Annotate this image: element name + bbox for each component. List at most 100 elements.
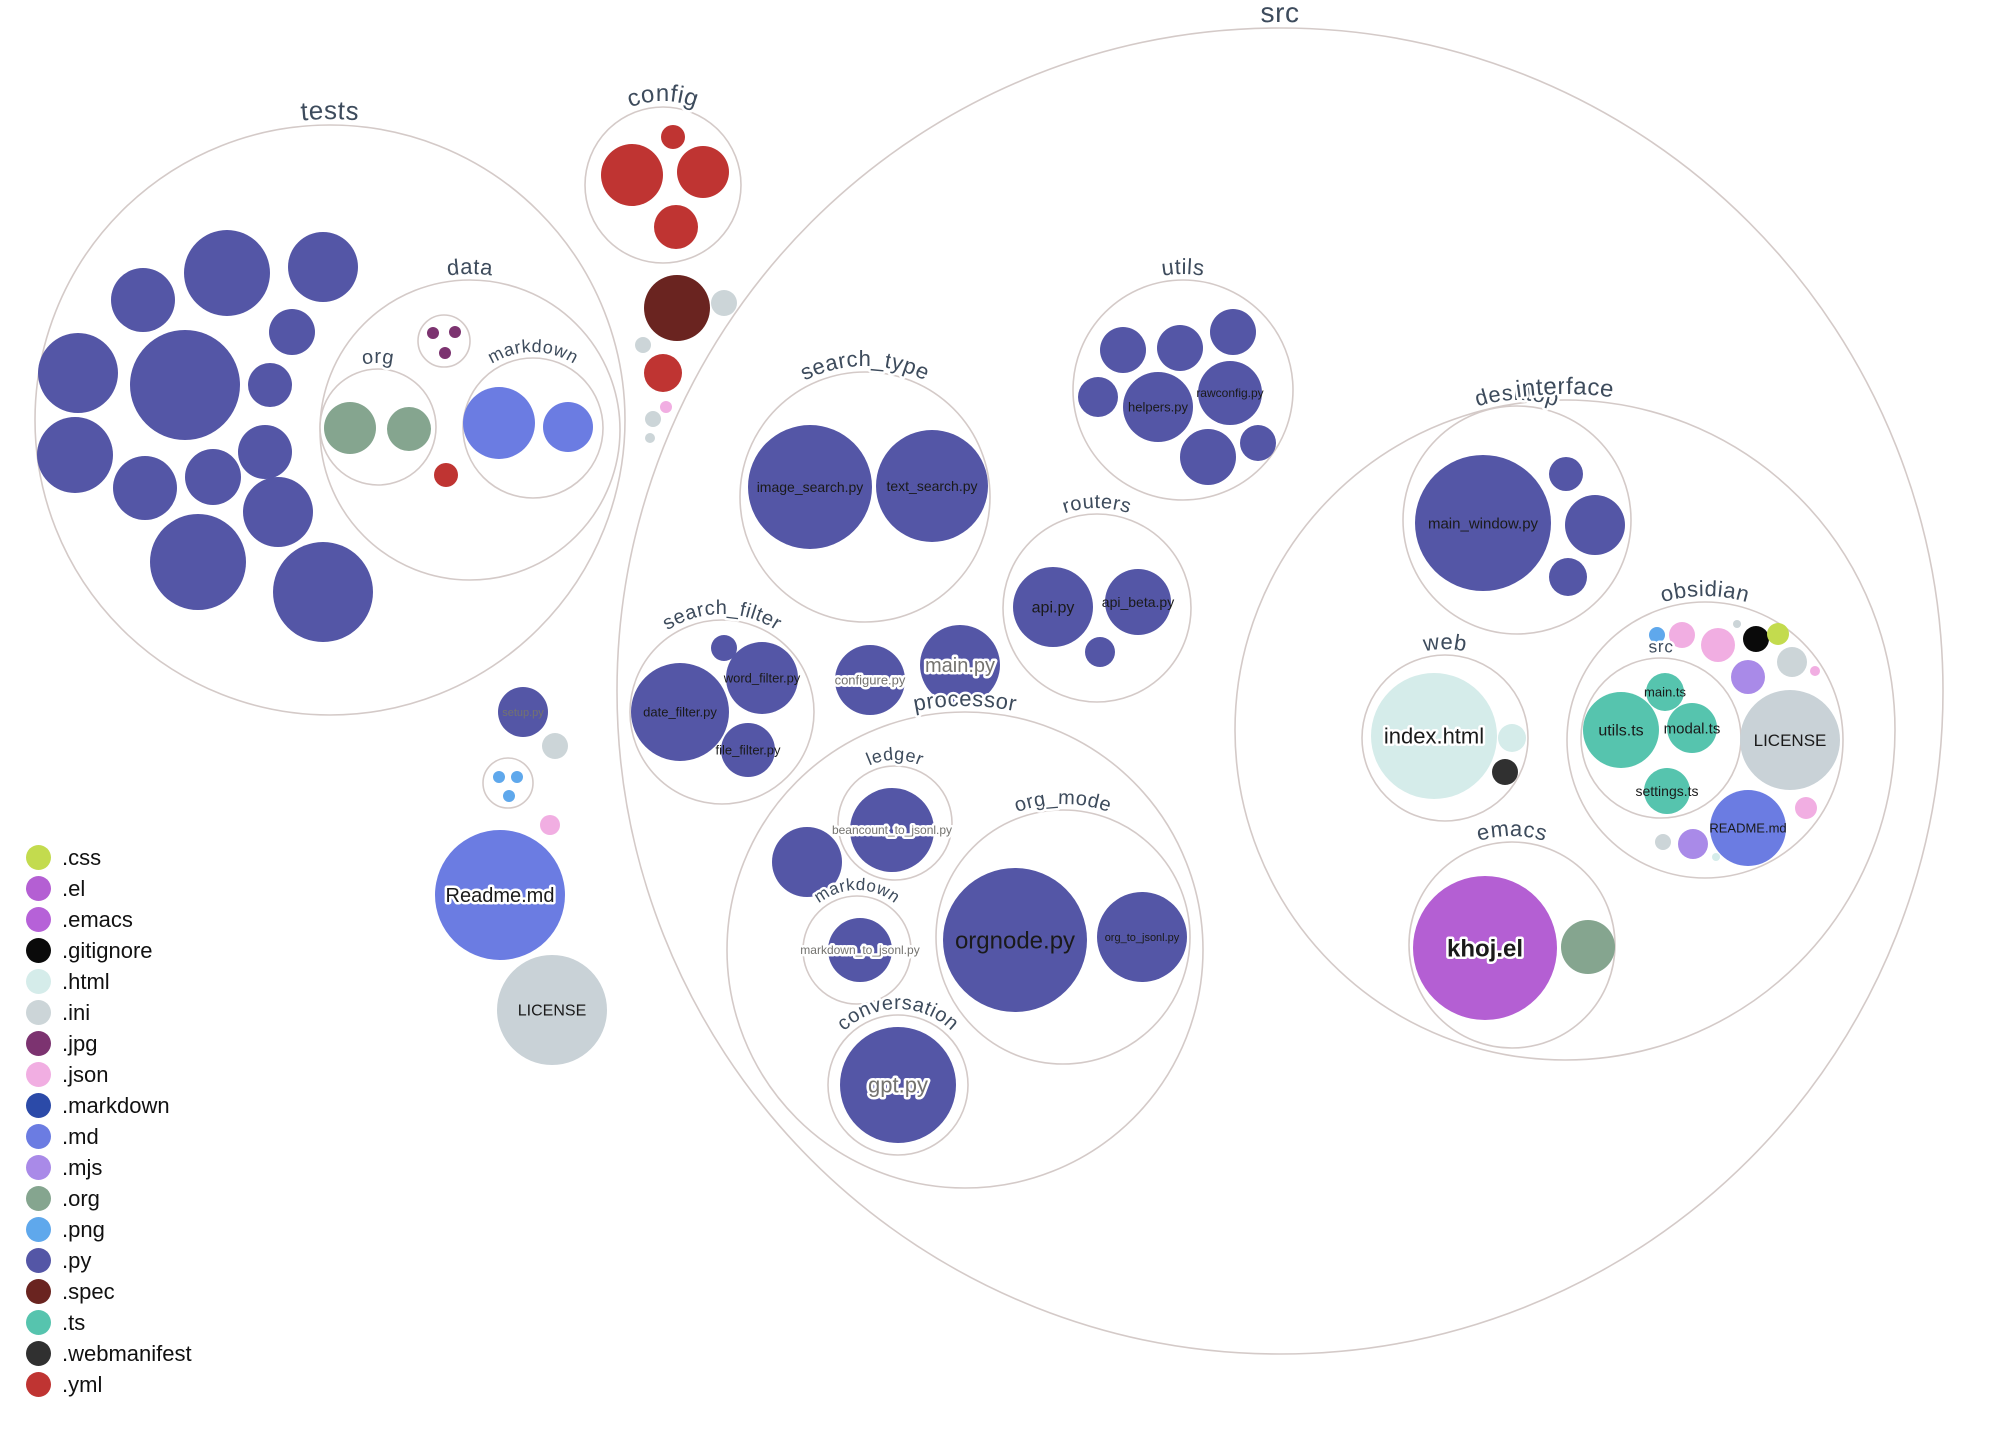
file-text_search.py: text_search.py (876, 430, 988, 542)
file-label-beancount_to_jsonl.py: beancount_to_jsonl.py (832, 823, 952, 837)
file-ini (1655, 834, 1671, 850)
legend-swatch-icon.ts (26, 1310, 51, 1335)
legend-item.ts: .ts (26, 1307, 192, 1338)
file-py (1240, 425, 1276, 461)
legend-swatch-icon.png (26, 1217, 51, 1242)
file-orgnode.py: orgnode.py (943, 868, 1087, 1012)
file-word_filter.py: word_filter.py (723, 642, 801, 714)
file-py (113, 456, 177, 520)
dir-label-processor: processor (911, 686, 1019, 716)
legend-item.yml: .yml (26, 1369, 192, 1400)
dir-web: index.html web (1361, 626, 1529, 822)
file-label-modal.ts: modal.ts (1664, 720, 1721, 737)
file-beancount_to_jsonl.py: beancount_to_jsonl.py (829, 788, 955, 872)
file-json (540, 815, 560, 835)
dir-org: org (319, 344, 437, 486)
file-css (1767, 623, 1789, 645)
file-utils.ts: utils.ts (1583, 692, 1659, 768)
file-file_filter.py: file_filter.py (715, 723, 781, 777)
file-py (38, 333, 118, 413)
file-settings.ts: settings.ts (1635, 768, 1699, 814)
file-label-main.py: main.py (925, 655, 995, 677)
file-yml (434, 463, 458, 487)
file-label-main.ts: main.ts (1644, 685, 1686, 700)
file-py (1085, 637, 1115, 667)
legend-label: .gitignore (62, 937, 153, 963)
dir-label-web: web (1420, 629, 1469, 656)
file-md (543, 402, 593, 452)
file-yml (661, 125, 685, 149)
dir-unnamed (482, 757, 534, 809)
file-py (273, 542, 373, 642)
dir-search_filter: date_filter.py word_filter.py file_filter.… (629, 594, 815, 805)
file-label-markdown_to_jsonl.py: markdown_to_jsonl.py (800, 943, 919, 957)
dir-label-data: data (446, 254, 495, 281)
dir-label-org: org (360, 346, 395, 369)
file-ini (635, 337, 651, 353)
file-label-helpers.py: helpers.py (1128, 400, 1188, 415)
file-json (1810, 666, 1820, 676)
file-label-settings.ts: settings.ts (1635, 783, 1698, 799)
legend-label: .spec (62, 1278, 115, 1304)
legend-label: .css (62, 844, 102, 870)
file-yml (601, 144, 663, 206)
legend-label: .mjs (62, 1154, 103, 1180)
file-py (111, 268, 175, 332)
dir-label-interface: interface (1514, 373, 1615, 403)
file-py (130, 330, 240, 440)
file-label-setup.py: setup.py (502, 707, 544, 719)
file-README.md: README.md (1709, 790, 1787, 866)
file-markdown_to_jsonl.py: markdown_to_jsonl.py (798, 918, 922, 982)
legend-swatch-icon.jpg (26, 1031, 51, 1056)
file-ini (1733, 620, 1741, 628)
file-py (1549, 457, 1583, 491)
file-ini (645, 433, 655, 443)
file-main.py: main.py (920, 625, 1000, 705)
file-main_window.py: main_window.py (1415, 455, 1551, 591)
file-khoj.el: khoj.el (1413, 876, 1557, 1020)
file-LICENSE: LICENSE (1740, 690, 1840, 790)
legend-label: .markdown (62, 1092, 170, 1118)
file-helpers.py: helpers.py (1123, 372, 1193, 442)
file-label-LICENSE: LICENSE (1754, 731, 1827, 750)
legend-label: .ini (62, 999, 91, 1025)
file-api_beta.py: api_beta.py (1102, 569, 1174, 635)
legend-label: .md (62, 1123, 99, 1149)
legend-item.el: .el (26, 873, 192, 904)
file-py (772, 827, 842, 897)
legend-label: .org (62, 1185, 100, 1211)
legend-item.md: .md (26, 1121, 192, 1152)
file-jpg (449, 326, 461, 338)
legend-item.png: .png (26, 1214, 192, 1245)
dir-utils: helpers.py rawconfig.py utils (1072, 251, 1294, 501)
file-api.py: api.py (1013, 567, 1093, 647)
legend-item.gitignore: .gitignore (26, 935, 192, 966)
file-py (150, 514, 246, 610)
file-png (511, 771, 523, 783)
file-label-utils.ts: utils.ts (1598, 723, 1643, 740)
file-yml (644, 354, 682, 392)
file-json (1795, 797, 1817, 819)
legend-item.html: .html (26, 966, 192, 997)
file-py (243, 477, 313, 547)
file-org_to_jsonl.py: org_to_jsonl.py (1097, 892, 1187, 982)
file-setup.py: setup.py (498, 687, 548, 737)
file-label-image_search.py: image_search.py (757, 479, 864, 495)
file-label-date_filter.py: date_filter.py (643, 705, 717, 720)
file-py (288, 232, 358, 302)
file-py (1565, 495, 1625, 555)
dir-label-tests: tests (299, 95, 360, 126)
legend-label: .webmanifest (62, 1340, 192, 1366)
dir-label-src: src (1260, 0, 1300, 28)
file-jpg (439, 347, 451, 359)
file-json (1669, 622, 1695, 648)
file-py (238, 425, 292, 479)
file-rawconfig.py: rawconfig.py (1196, 361, 1264, 425)
legend-swatch-icon.html (26, 969, 51, 994)
file-main.ts: main.ts (1644, 673, 1686, 711)
legend-label: .jpg (62, 1030, 98, 1056)
